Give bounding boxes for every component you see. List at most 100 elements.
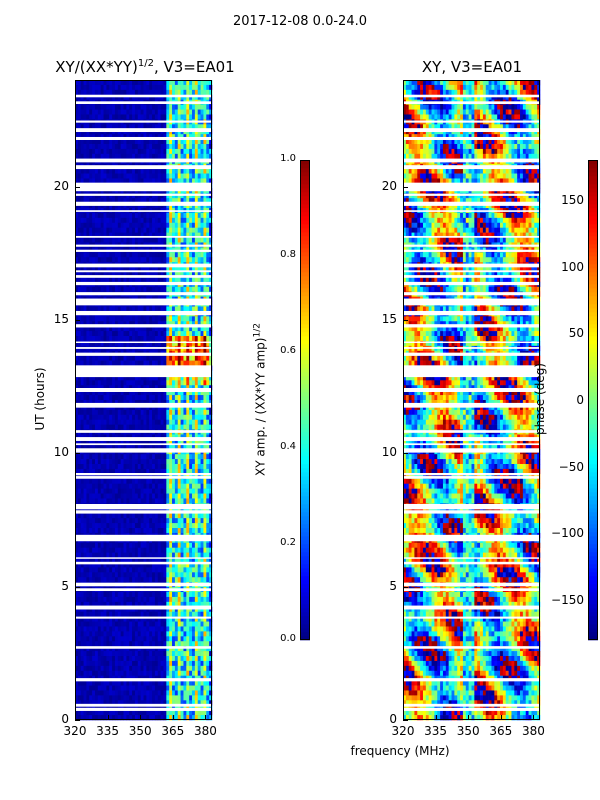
left-heatmap-cell [132, 444, 136, 450]
left-heatmap-cell [89, 454, 93, 460]
left-heatmap-cell [129, 459, 133, 465]
left-heatmap-cell [183, 89, 187, 96]
left-heatmap-cell [169, 434, 173, 440]
left-heatmap-cell [177, 414, 181, 420]
left-heatmap-cell [100, 660, 104, 667]
left-heatmap-cell [92, 409, 96, 416]
left-heatmap-cell [117, 488, 121, 494]
left-heatmap-cell [140, 276, 144, 283]
left-heatmap-cell [103, 272, 107, 278]
left-heatmap-cell [89, 695, 93, 701]
left-heatmap-cell [134, 222, 139, 228]
left-heatmap-cell [80, 621, 84, 627]
left-heatmap-cell [143, 547, 147, 553]
left-heatmap-cell [97, 488, 101, 494]
left-heatmap-cell [112, 493, 116, 499]
left-heatmap-cell [89, 153, 93, 160]
left-heatmap-cell [157, 80, 161, 86]
left-heatmap-cell [94, 631, 99, 637]
left-heatmap-cell [140, 395, 144, 401]
left-heatmap-cell [109, 252, 113, 258]
left-heatmap-cell [100, 518, 104, 524]
left-heatmap-cell [100, 493, 104, 499]
left-heatmap-cell [174, 227, 179, 233]
left-heatmap-cell [86, 616, 90, 622]
left-heatmap-cell [177, 641, 181, 647]
left-heatmap-cell [86, 390, 90, 396]
left-heatmap-cell [183, 148, 187, 155]
left-heatmap-cell [92, 104, 96, 110]
left-heatmap-cell [172, 336, 176, 342]
left-heatmap-cell [140, 710, 144, 716]
left-heatmap-cell [163, 444, 167, 450]
left-heatmap-cell [160, 80, 164, 86]
left-heatmap-cell [154, 89, 159, 96]
left-heatmap-cell [77, 656, 82, 662]
left-heatmap-cell [126, 84, 130, 91]
left-heatmap-cell [152, 468, 156, 475]
left-heatmap-cell [92, 665, 96, 672]
left-heatmap-cell [112, 198, 116, 204]
left-heatmap-cell [123, 439, 127, 445]
left-heatmap-cell [117, 468, 121, 475]
left-heatmap-cell [120, 611, 124, 617]
left-heatmap-cell [146, 168, 150, 174]
left-heatmap-cell [146, 646, 150, 652]
left-heatmap-cell [114, 148, 119, 155]
left-heatmap-cell [160, 601, 164, 608]
left-heatmap-cell [134, 478, 139, 484]
left-heatmap-cell [169, 321, 173, 327]
left-heatmap-cell [109, 616, 113, 622]
left-heatmap-cell [146, 468, 150, 475]
left-heatmap-cell [157, 656, 161, 662]
left-heatmap-cell [154, 400, 159, 406]
left-heatmap-cell [109, 483, 113, 489]
left-heatmap-cell [75, 84, 79, 91]
left-heatmap-cell [152, 336, 156, 342]
left-heatmap-cell [109, 144, 113, 150]
left-heatmap-cell [114, 631, 119, 637]
left-heatmap-cell [126, 385, 130, 391]
left-heatmap-cell [180, 710, 184, 716]
left-heatmap-cell [132, 375, 136, 381]
left-heatmap-cell [157, 124, 161, 130]
left-heatmap-cell [140, 547, 144, 553]
left-heatmap-cell [180, 488, 184, 494]
left-heatmap-cell [112, 478, 116, 484]
left-heatmap-cell [117, 454, 121, 460]
left-heatmap-cell [132, 252, 136, 258]
left-heatmap-cell [157, 528, 161, 534]
left-heatmap-cell [80, 547, 84, 553]
left-heatmap-cell [120, 631, 124, 637]
left-heatmap-cell [97, 198, 101, 204]
left-heatmap-cell [120, 439, 124, 445]
left-heatmap-cell [177, 173, 181, 179]
left-heatmap-cell [174, 592, 179, 598]
left-heatmap-cell [146, 355, 150, 361]
left-heatmap-cell [120, 395, 124, 401]
left-heatmap-cell [120, 222, 124, 228]
left-heatmap-cell [129, 636, 133, 642]
left-heatmap-cell [180, 670, 184, 676]
left-heatmap-cell [97, 252, 101, 258]
left-heatmap-cell [112, 596, 116, 603]
left-heatmap-cell [163, 660, 167, 667]
left-heatmap-cell [160, 542, 164, 548]
left-heatmap-cell [143, 665, 147, 672]
left-heatmap-cell [97, 340, 101, 347]
left-heatmap-cell [137, 390, 141, 396]
left-heatmap-cell [117, 316, 121, 322]
left-heatmap-cell [154, 222, 159, 228]
left-heatmap-cell [97, 646, 101, 652]
left-heatmap-cell [163, 434, 167, 440]
left-heatmap-cell [149, 89, 153, 96]
left-heatmap-cell [75, 562, 79, 568]
left-heatmap-cell [169, 636, 173, 642]
left-heatmap-cell [97, 217, 101, 224]
left-heatmap-cell [106, 651, 110, 657]
left-heatmap-cell [174, 621, 179, 627]
left-heatmap-cell [120, 80, 124, 86]
left-heatmap-cell [83, 616, 87, 622]
left-heatmap-cell [129, 104, 133, 110]
left-heatmap-cell [123, 616, 127, 622]
